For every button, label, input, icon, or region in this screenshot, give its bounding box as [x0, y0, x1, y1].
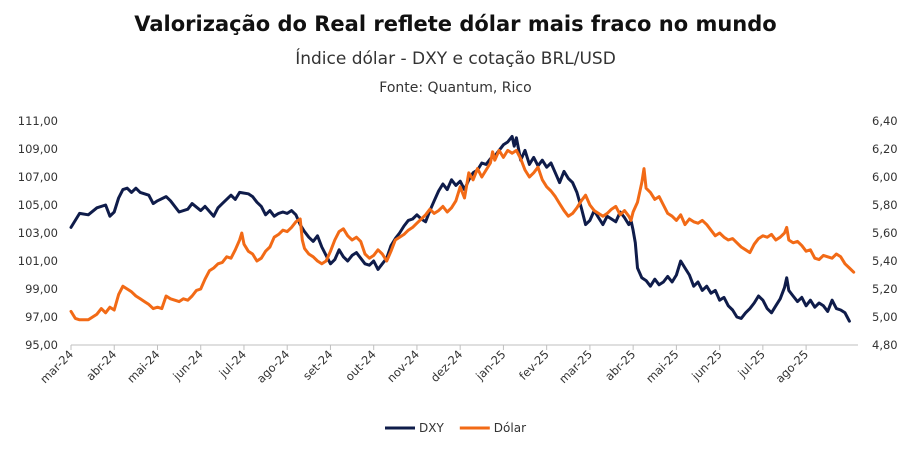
y-right-tick-label: 6,00	[872, 170, 898, 184]
x-tick-label: jan-25	[472, 347, 508, 383]
legend-label: Dólar	[494, 421, 526, 435]
x-tick-label: mar-25	[556, 347, 595, 386]
x-tick-label: out-24	[342, 347, 379, 384]
y-left-tick-label: 107,00	[18, 170, 58, 184]
x-tick-label: mai-24	[124, 347, 162, 385]
y-right-tick-label: 5,00	[872, 310, 898, 324]
x-tick-label: mar-24	[37, 347, 76, 386]
series-line-dlar	[69, 148, 856, 322]
y-left-tick-label: 103,00	[18, 226, 58, 240]
x-tick-label: ago-24	[254, 347, 292, 385]
x-tick-label: dez-24	[428, 347, 466, 385]
series-line-dxy	[69, 134, 851, 323]
x-tick-label: jun-25	[688, 347, 724, 383]
x-tick-label: mai-25	[643, 347, 681, 385]
x-tick-label: jul-24	[216, 347, 250, 381]
y-right-tick-label: 5,20	[872, 282, 898, 296]
y-left-tick-label: 111,00	[18, 114, 58, 128]
chart-subtitle: Índice dólar - DXY e cotação BRL/USD	[295, 49, 616, 69]
x-tick-label: abr-25	[602, 347, 638, 383]
x-tick-label: ago-25	[773, 347, 811, 385]
x-tick-label: nov-24	[384, 347, 422, 385]
y-left-tick-label: 101,00	[18, 254, 58, 268]
x-tick-label: set-24	[300, 347, 336, 383]
chart-source: Fonte: Quantum, Rico	[379, 80, 532, 96]
y-left-tick-label: 99,00	[25, 282, 58, 296]
x-tick-label: jun-24	[169, 347, 205, 383]
y-left-tick-label: 95,00	[25, 338, 58, 352]
y-left-tick-label: 97,00	[25, 310, 58, 324]
x-tick-label: abr-24	[83, 347, 119, 383]
y-right-tick-label: 6,40	[872, 114, 898, 128]
x-tick-label: fev-25	[516, 347, 552, 383]
y-right-tick-label: 5,60	[872, 226, 898, 240]
y-right-tick-label: 4,80	[872, 338, 898, 352]
x-tick-label: jul-25	[734, 347, 768, 381]
legend-label: DXY	[419, 421, 444, 435]
y-right-tick-label: 5,80	[872, 198, 898, 212]
y-right-tick-label: 6,20	[872, 142, 898, 156]
y-left-tick-label: 109,00	[18, 142, 58, 156]
chart-title: Valorização do Real reflete dólar mais f…	[134, 12, 777, 36]
y-right-tick-label: 5,40	[872, 254, 898, 268]
y-left-tick-label: 105,00	[18, 198, 58, 212]
